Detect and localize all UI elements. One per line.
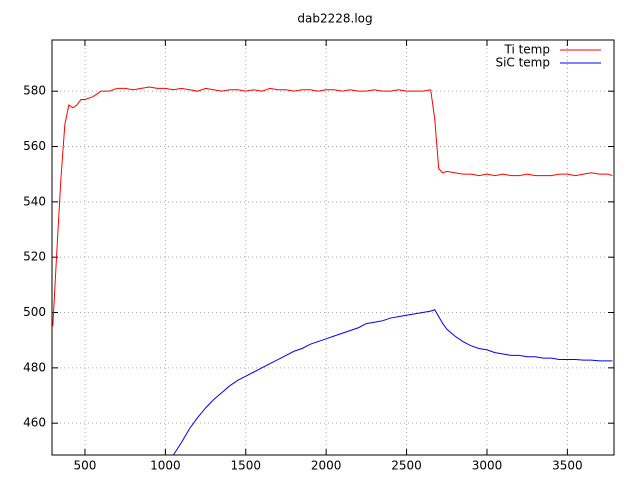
- legend-label: Ti temp: [503, 43, 550, 57]
- plot-frame: [51, 39, 615, 456]
- y-tick-label: 460: [23, 416, 46, 430]
- x-tick-label: 500: [74, 459, 97, 473]
- x-tick-label: 3500: [552, 459, 583, 473]
- y-tick-label: 540: [23, 194, 46, 208]
- legend-label: SiC temp: [495, 56, 550, 70]
- y-tick-label: 580: [23, 84, 46, 98]
- series-line: [52, 86, 613, 327]
- y-tick-label: 500: [23, 305, 46, 319]
- chart-title: dab2228.log: [297, 12, 372, 26]
- y-tick-label: 520: [23, 250, 46, 264]
- x-tick-label: 1500: [230, 459, 261, 473]
- y-tick-label: 480: [23, 360, 46, 374]
- x-tick-label: 2000: [311, 459, 342, 473]
- x-tick-label: 3000: [472, 459, 503, 473]
- x-tick-label: 1000: [150, 459, 181, 473]
- y-tick-label: 560: [23, 139, 46, 153]
- x-tick-label: 2500: [391, 459, 422, 473]
- series-line: [172, 309, 613, 456]
